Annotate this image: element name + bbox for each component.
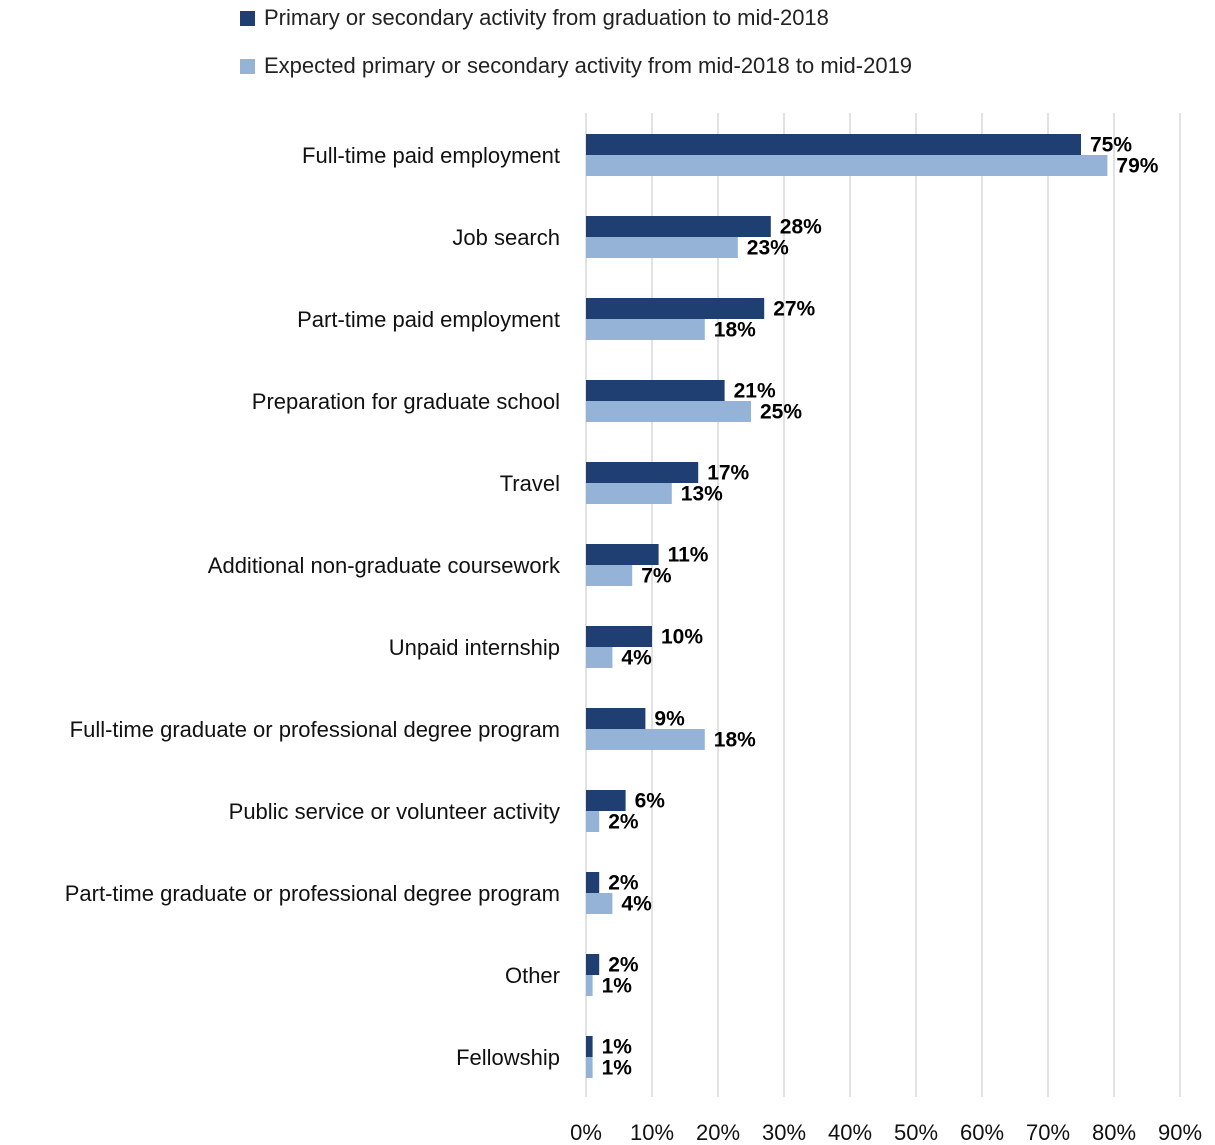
category-label: Part-time graduate or professional degre… (65, 881, 560, 906)
x-axis-ticks: 0% 10% 20% 30% 40% 50% 60% 70% 80% 90% (570, 1120, 1202, 1145)
value-label-primary: 2% (608, 872, 639, 895)
value-label-expected: 23% (747, 237, 789, 260)
category-label: Job search (452, 225, 560, 250)
value-label-primary: 6% (635, 790, 666, 813)
legend-swatch-primary (240, 10, 255, 26)
value-label-primary: 9% (654, 708, 685, 731)
value-label-expected: 18% (714, 729, 756, 752)
category-label: Full-time graduate or professional degre… (70, 717, 560, 742)
chart-legend: Primary or secondary activity from gradu… (240, 4, 912, 100)
category-label: Unpaid internship (389, 635, 560, 660)
category-label: Additional non-graduate coursework (208, 553, 561, 578)
bar-expected (586, 155, 1108, 176)
legend-item-expected: Expected primary or secondary activity f… (240, 52, 912, 80)
value-label-expected: 2% (608, 811, 639, 834)
x-tick-label: 90% (1158, 1120, 1202, 1145)
legend-label-expected: Expected primary or secondary activity f… (264, 53, 913, 78)
bar-expected (586, 401, 751, 422)
bar-expected (586, 729, 705, 750)
value-label-expected: 7% (641, 565, 672, 588)
bar-primary (586, 544, 659, 565)
x-tick-label: 40% (828, 1120, 872, 1145)
value-label-primary: 28% (780, 216, 822, 239)
value-label-expected: 13% (681, 483, 723, 506)
category-label: Fellowship (456, 1045, 560, 1070)
value-label-primary: 27% (773, 298, 815, 321)
bar-expected (586, 975, 593, 996)
x-tick-label: 0% (570, 1120, 602, 1145)
x-tick-label: 80% (1092, 1120, 1136, 1145)
x-tick-label: 20% (696, 1120, 740, 1145)
x-tick-label: 60% (960, 1120, 1004, 1145)
bar-expected (586, 811, 600, 832)
bar-expected (586, 319, 705, 340)
legend-swatch-expected (240, 58, 255, 74)
bar-expected (586, 237, 738, 258)
legend-item-primary: Primary or secondary activity from gradu… (240, 4, 912, 32)
category-label: Travel (500, 471, 560, 496)
value-label-expected: 18% (714, 319, 756, 342)
value-label-expected: 1% (602, 975, 633, 998)
bar-primary (586, 872, 600, 893)
bar-expected (586, 565, 633, 586)
value-label-primary: 1% (602, 1036, 633, 1059)
value-label-expected: 25% (760, 401, 802, 424)
value-label-expected: 4% (621, 893, 652, 916)
bar-primary (586, 462, 699, 483)
value-label-primary: 10% (661, 626, 703, 649)
category-label: Part-time paid employment (297, 307, 560, 332)
bar-expected (586, 483, 672, 504)
bar-primary (586, 298, 765, 319)
x-tick-label: 50% (894, 1120, 938, 1145)
bar-primary (586, 134, 1081, 155)
bar-primary (586, 216, 771, 237)
x-tick-label: 10% (630, 1120, 674, 1145)
value-label-primary: 11% (668, 544, 709, 567)
value-label-expected: 79% (1116, 155, 1158, 178)
bar-expected (586, 647, 613, 668)
bar-primary (586, 1036, 593, 1057)
category-label: Public service or volunteer activity (229, 799, 560, 824)
category-label: Full-time paid employment (302, 143, 560, 168)
bars (586, 134, 1108, 1078)
bar-primary (586, 954, 600, 975)
gridlines (585, 113, 1181, 1097)
legend-label-primary: Primary or secondary activity from gradu… (264, 5, 829, 30)
value-label-primary: 2% (608, 954, 639, 977)
bar-expected (586, 1057, 593, 1078)
x-tick-label: 30% (762, 1120, 806, 1145)
bar-expected (586, 893, 613, 914)
value-labels: 75%79% 28%23% 27% 18% 21%25% 17%13% 11%7% 10% 4%… (602, 134, 1159, 1080)
bar-primary (586, 708, 646, 729)
bar-primary (586, 380, 725, 401)
value-label-primary: 17% (707, 462, 749, 485)
value-label-expected: 1% (602, 1057, 633, 1080)
category-label: Preparation for graduate school (252, 389, 560, 414)
x-tick-label: 70% (1026, 1120, 1070, 1145)
value-label-primary: 75% (1090, 134, 1132, 157)
bar-primary (586, 626, 652, 647)
category-labels: Full-time paid employment Job search Part-… (65, 143, 561, 1070)
value-label-expected: 4% (621, 647, 652, 670)
category-label: Other (505, 963, 560, 988)
value-label-primary: 21% (734, 380, 776, 403)
bar-primary (586, 790, 626, 811)
